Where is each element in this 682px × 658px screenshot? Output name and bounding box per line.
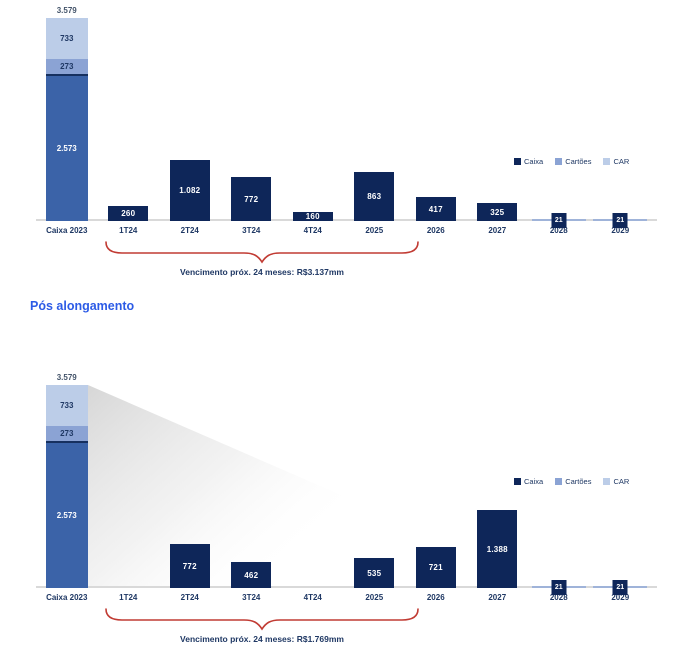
mini-bar-2029: 21 — [612, 213, 628, 228]
bar-2026: 721 — [415, 547, 456, 588]
column-2025: 863 — [344, 0, 406, 221]
category-axis-pre: Caixa 2023 1T24 2T24 3T24 4T24 2025 2026 2027 20… — [36, 226, 651, 237]
bar-2026: 417 — [415, 197, 456, 221]
annotation-text-post: Vencimento próx. 24 meses: R$1.769mm — [180, 634, 344, 644]
category-axis-post: Caixa 2023 1T24 2T24 3T24 4T24 2025 2026 2027 20… — [36, 593, 651, 604]
bar-2025: 535 — [354, 558, 395, 588]
category-label-2029: 2029 — [611, 226, 630, 235]
category-label-Caixa 2023: Caixa 2023 — [46, 226, 88, 235]
column-4T24 — [282, 367, 344, 588]
column-Caixa 2023: 3.579 733 273 2.573 — [36, 367, 98, 588]
bar-4T24: 160 — [292, 212, 333, 221]
curly-brace-icon — [105, 608, 419, 631]
category-label-2029: 2029 — [611, 593, 630, 602]
stacked-bar-Caixa 2023: 733 273 2.573 — [45, 385, 88, 588]
category-label-1T24: 1T24 — [119, 226, 138, 235]
annotation-block-pre: Vencimento próx. 24 meses: R$3.137mm — [104, 239, 420, 277]
column-2T24: 772 — [159, 367, 221, 588]
bar-2025: 863 — [354, 172, 395, 221]
category-label-2027: 2027 — [488, 593, 507, 602]
legend-swatch-Cartões — [555, 478, 563, 485]
category-label-3T24: 3T24 — [242, 593, 261, 602]
bar-3T24: 772 — [231, 177, 272, 221]
stack-segment-CAR: 733 — [45, 385, 88, 426]
plot-area-pre: 3.579 733 273 2.573 260 1.082 772 160 863 417 325 2… — [36, 0, 657, 228]
legend-swatch-Caixa — [514, 478, 521, 485]
bar-1T24: 260 — [108, 206, 149, 221]
category-label-4T24: 4T24 — [303, 226, 322, 235]
legend-item-CAR: CAR — [603, 157, 629, 166]
legend-item-Caixa: Caixa — [514, 157, 543, 166]
category-label-2028: 2028 — [549, 226, 568, 235]
category-label-2026: 2026 — [426, 226, 445, 235]
legend-item-Cartões: Cartões — [555, 477, 591, 486]
mini-bar-2028: 21 — [551, 213, 567, 228]
bar-2T24: 1.082 — [169, 160, 210, 221]
bar-2T24: 772 — [169, 544, 210, 588]
chart-maturity-post: 3.579 733 273 2.573 772 462 535 721 1.388 21 21 Ca… — [0, 367, 682, 644]
stack-segment-Cartões: 273 — [45, 59, 88, 74]
curly-brace-icon — [105, 241, 419, 264]
plot-area-post: 3.579 733 273 2.573 772 462 535 721 1.388 21 21 — [36, 367, 657, 595]
legend-post: Caixa Cartões CAR — [514, 477, 629, 486]
chart-maturity-pre: 3.579 733 273 2.573 260 1.082 772 160 863 417 325 2… — [0, 0, 682, 277]
column-1T24 — [98, 367, 160, 588]
column-4T24: 160 — [282, 0, 344, 221]
column-1T24: 260 — [98, 0, 160, 221]
x-axis-line — [36, 586, 657, 588]
category-label-2025: 2025 — [365, 593, 384, 602]
funnel-shape — [88, 385, 550, 586]
legend-swatch-CAR — [603, 158, 611, 165]
bar-2027: 1.388 — [477, 510, 518, 588]
legend-swatch-Cartões — [555, 158, 563, 165]
column-2029: 21 — [590, 0, 652, 228]
column-2026: 721 — [405, 367, 467, 588]
section-heading: Pós alongamento — [30, 299, 135, 313]
column-2025: 535 — [344, 367, 406, 588]
stack-segment-Caixa: 2.573 — [45, 74, 88, 221]
column-2029: 21 — [590, 367, 652, 595]
category-label-2026: 2026 — [426, 593, 445, 602]
legend-item-Cartões: Cartões — [555, 157, 591, 166]
column-2027: 325 — [467, 0, 529, 221]
stack-total-label: 3.579 — [56, 6, 77, 15]
category-label-2025: 2025 — [365, 226, 384, 235]
legend-item-CAR: CAR — [603, 477, 629, 486]
category-label-Caixa 2023: Caixa 2023 — [46, 593, 88, 602]
column-2027: 1.388 — [467, 367, 529, 588]
category-label-2T24: 2T24 — [180, 226, 199, 235]
annotation-block-post: Vencimento próx. 24 meses: R$1.769mm — [104, 606, 420, 644]
bar-3T24: 462 — [231, 562, 272, 588]
column-3T24: 462 — [221, 367, 283, 588]
category-label-3T24: 3T24 — [242, 226, 261, 235]
stack-segment-Caixa: 2.573 — [45, 441, 88, 588]
legend-swatch-CAR — [603, 478, 611, 485]
mini-bar-2029: 21 — [612, 580, 628, 595]
stack-segment-Cartões: 273 — [45, 426, 88, 441]
category-label-1T24: 1T24 — [119, 593, 138, 602]
annotation-text-pre: Vencimento próx. 24 meses: R$3.137mm — [180, 267, 344, 277]
column-Caixa 2023: 3.579 733 273 2.573 — [36, 0, 98, 221]
legend-pre: Caixa Cartões CAR — [514, 157, 629, 166]
legend-item-Caixa: Caixa — [514, 477, 543, 486]
stacked-bar-Caixa 2023: 733 273 2.573 — [45, 18, 88, 221]
column-2028: 21 — [528, 0, 590, 228]
stack-total-label: 3.579 — [56, 373, 77, 382]
column-2026: 417 — [405, 0, 467, 221]
column-2T24: 1.082 — [159, 0, 221, 221]
x-axis-line — [36, 219, 657, 221]
stack-segment-CAR: 733 — [45, 18, 88, 59]
category-label-2028: 2028 — [549, 593, 568, 602]
mini-bar-2028: 21 — [551, 580, 567, 595]
category-label-2T24: 2T24 — [180, 593, 199, 602]
column-2028: 21 — [528, 367, 590, 595]
category-label-2027: 2027 — [488, 226, 507, 235]
column-3T24: 772 — [221, 0, 283, 221]
bar-2027: 325 — [477, 203, 518, 221]
category-label-4T24: 4T24 — [303, 593, 322, 602]
legend-swatch-Caixa — [514, 158, 521, 165]
